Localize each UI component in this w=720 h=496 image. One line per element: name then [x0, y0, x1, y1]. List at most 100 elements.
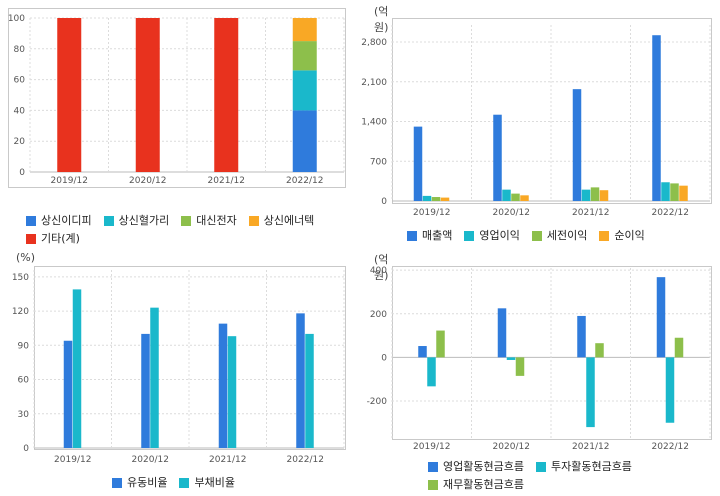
bar-1-1-3: [661, 182, 670, 201]
bar-2-0-1: [141, 333, 150, 448]
legend-swatch: [103, 216, 114, 226]
bar-0-4-1: [135, 18, 160, 172]
legend-swatch: [181, 216, 192, 226]
legend-swatch: [26, 234, 36, 244]
legend-label: 재무활동현금흐름: [443, 478, 524, 491]
bar-1-3-1: [520, 195, 529, 201]
legend-item: 세전이익: [531, 228, 588, 244]
y-tick-label: 120: [12, 307, 29, 317]
y-tick-label: -200: [367, 397, 388, 407]
legend-item: 기타(계): [26, 231, 80, 247]
y-tick-label: 0: [381, 353, 387, 363]
bar-3-0-3: [656, 277, 666, 358]
legend-label: 세전이익: [546, 229, 588, 242]
y-tick-label: 2,100: [361, 78, 387, 88]
y-tick-label: 30: [18, 410, 30, 420]
bar-0-4-2: [214, 18, 239, 172]
y-tick-label: 60: [18, 376, 30, 386]
y-tick-label: 90: [18, 341, 30, 351]
x-tick-label: 2022/12: [286, 176, 323, 186]
x-tick-label: 2019/12: [51, 176, 88, 186]
legend-label: 부채비율: [194, 476, 235, 489]
legend-swatch: [26, 216, 36, 226]
legend-item: 영업활동현금흐름: [428, 459, 524, 475]
legend-item: 대신전자: [181, 213, 237, 229]
bar-1-1-1: [502, 189, 511, 201]
legend-label: 대신전자: [196, 214, 237, 227]
profit-legend: 매출액 영업이익 세전이익 순이익: [407, 228, 717, 246]
y-tick-label: 0: [23, 444, 29, 454]
bar-1-1-2: [581, 189, 591, 201]
x-tick-label: 2022/12: [652, 442, 689, 452]
legend-label: 영업이익: [479, 229, 520, 242]
bar-3-2-1: [515, 357, 525, 376]
bar-2-1-1: [150, 307, 159, 448]
x-tick-label: 2019/12: [54, 455, 91, 465]
bar-3-1-0: [427, 357, 436, 387]
bar-3-1-1: [506, 357, 516, 360]
x-tick-label: 2019/12: [413, 208, 450, 218]
bar-1-3-3: [679, 185, 688, 201]
bar-0-3-3: [292, 18, 317, 42]
bar-1-3-2: [599, 190, 609, 201]
y-tick-label: 150: [12, 273, 29, 283]
legend-item: 매출액: [407, 228, 452, 244]
legend-label: 상신에너텍: [263, 214, 315, 227]
legend-item: 상신이디피: [26, 213, 92, 229]
legend-label: 유동비율: [127, 476, 168, 489]
y-tick-label: 1,400: [361, 118, 387, 128]
y-tick-label: 0: [381, 197, 387, 207]
bar-2-1-2: [227, 336, 237, 448]
bar-2-0-0: [63, 340, 73, 448]
legend-swatch: [531, 231, 542, 241]
bar-3-2-3: [674, 337, 684, 358]
x-tick-label: 2020/12: [132, 455, 169, 465]
bar-0-2-3: [292, 41, 317, 71]
x-tick-label: 2019/12: [413, 442, 450, 452]
y-tick-label: 80: [14, 45, 26, 55]
bar-0-4-0: [57, 18, 82, 172]
legend-item: 순이익: [599, 228, 645, 244]
legend-label: 상신혈가리: [118, 214, 170, 227]
y-tick-label: 100: [8, 14, 25, 24]
bar-3-1-2: [586, 357, 595, 428]
bar-1-2-0: [431, 197, 441, 201]
bar-3-1-3: [665, 357, 675, 423]
legend-item: 투자활동현금흐름: [535, 459, 632, 475]
x-tick-label: 2020/12: [493, 442, 530, 452]
bar-3-0-2: [577, 315, 586, 358]
cashflow-unit-label: (억원): [374, 253, 389, 282]
bar-3-0-0: [418, 346, 427, 358]
bar-1-2-2: [590, 187, 600, 201]
y-tick-label: 40: [14, 106, 26, 116]
legend-item: 상신에너텍: [248, 213, 315, 229]
legend-label: 상신이디피: [41, 214, 92, 227]
legend-item: 상신혈가리: [103, 213, 170, 229]
x-tick-label: 2021/12: [572, 208, 609, 218]
legend-swatch: [407, 231, 417, 241]
bar-3-2-0: [436, 330, 445, 358]
x-tick-label: 2021/12: [208, 176, 245, 186]
legend-swatch: [535, 462, 546, 472]
legend-swatch: [112, 478, 122, 488]
legend-swatch: [179, 478, 190, 488]
x-tick-label: 2020/12: [493, 208, 530, 218]
ratio-legend: 유동비율 부채비율: [112, 475, 352, 493]
legend-swatch: [428, 480, 438, 490]
y-tick-label: 20: [14, 137, 26, 147]
legend-item: 영업이익: [464, 228, 520, 244]
legend-item: 재무활동현금흐름: [428, 477, 524, 493]
legend-swatch: [464, 231, 475, 241]
y-tick-label: 700: [370, 157, 387, 167]
ratio-chart-frame: [34, 266, 346, 450]
profit-unit-label: (억원): [374, 5, 389, 34]
bar-0-1-3: [292, 70, 317, 111]
legend-label: 매출액: [422, 229, 453, 242]
legend-label: 투자활동현금흐름: [550, 460, 632, 473]
legend-label: 기타(계): [41, 232, 80, 245]
